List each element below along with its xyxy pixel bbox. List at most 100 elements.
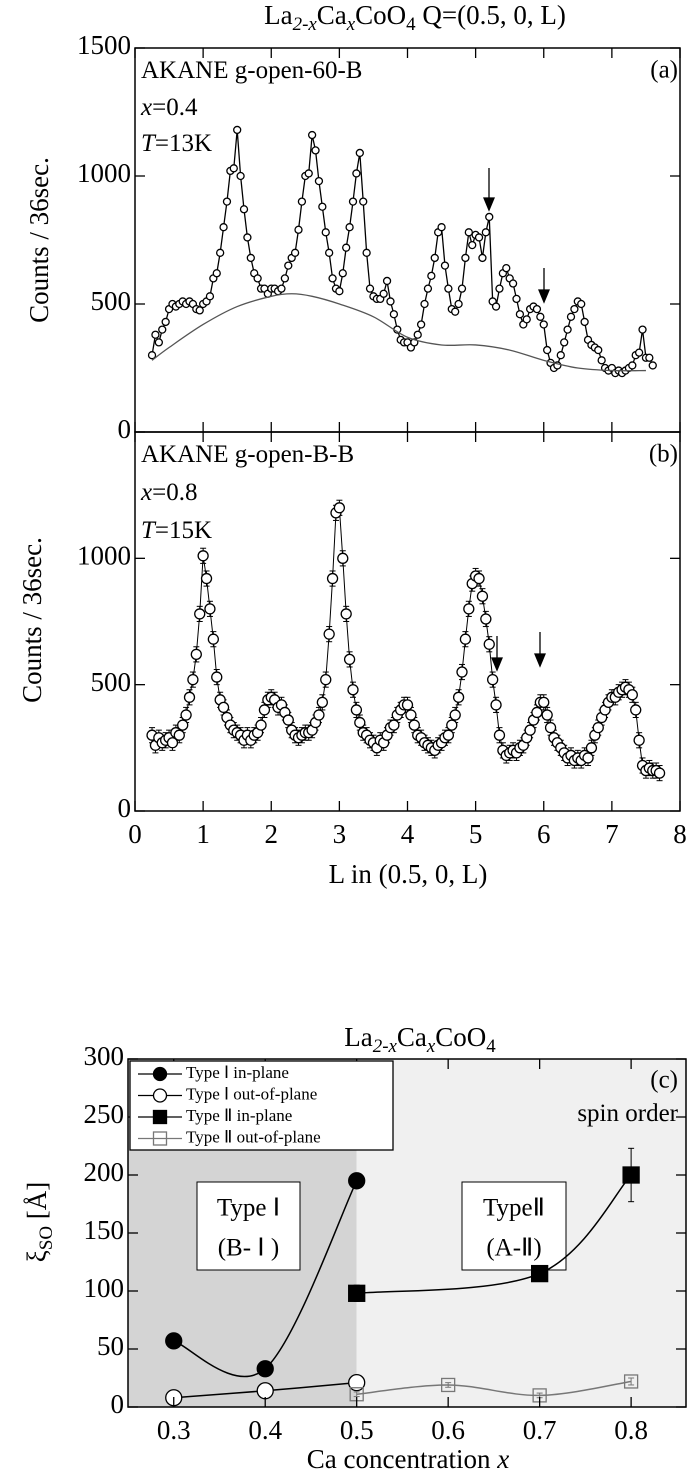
marker	[243, 233, 252, 242]
x-tick-label: 3	[333, 819, 347, 849]
marker	[446, 719, 458, 731]
marker	[539, 320, 548, 329]
plot-frame	[134, 431, 681, 812]
marker	[416, 320, 426, 329]
y-tick-label: 100	[84, 1273, 125, 1303]
marker	[480, 613, 492, 625]
legend-marker	[152, 1131, 168, 1146]
x-axis-label: Ca concentration x	[307, 1444, 509, 1474]
marker	[487, 673, 499, 686]
legend-label: Type Ⅰ in-plane	[186, 1063, 289, 1082]
marker	[628, 361, 637, 370]
y-tick-label: 1000	[77, 541, 131, 571]
text-part: SO	[36, 1226, 57, 1250]
marker	[502, 264, 511, 273]
marker	[633, 734, 645, 746]
marker	[648, 361, 657, 370]
marker	[464, 228, 473, 237]
marker	[454, 299, 463, 309]
marker	[457, 284, 467, 293]
marker	[634, 348, 644, 357]
y-tick-label: 1000	[77, 158, 131, 188]
marker	[362, 248, 371, 257]
marker	[430, 253, 439, 263]
annotation: spin order	[577, 1100, 678, 1127]
marker	[187, 673, 199, 686]
marker	[522, 315, 531, 324]
x-tick-label: 0.3	[157, 1415, 191, 1445]
series-line	[151, 293, 646, 372]
marker	[323, 628, 335, 640]
y-tick-label: 1500	[77, 30, 131, 60]
text-part: 2-x	[373, 1036, 398, 1057]
marker	[256, 1360, 274, 1378]
marker	[638, 325, 647, 334]
x-axis-label: L in (0.5, 0, L)	[329, 859, 488, 889]
text-part: 4	[486, 1036, 496, 1057]
marker	[177, 719, 189, 731]
marker	[405, 709, 417, 721]
marker	[158, 325, 167, 334]
title: La2-xCaxCoO4	[344, 1022, 496, 1057]
marker	[236, 171, 245, 181]
marker	[570, 304, 579, 314]
marker	[151, 330, 160, 339]
title: La2-xCaxCoO4 Q=(0.5, 0, L)	[264, 0, 566, 35]
marker	[463, 603, 475, 615]
x-tick-label: 0.7	[523, 1415, 557, 1445]
marker	[147, 351, 157, 360]
marker	[473, 572, 485, 585]
x-tick-label: 0	[128, 819, 142, 849]
text-part: La	[264, 0, 292, 30]
marker	[476, 590, 489, 602]
y-tick-label: 200	[84, 1157, 125, 1187]
marker	[536, 312, 545, 321]
marker	[161, 317, 170, 327]
marker	[427, 271, 436, 280]
marker	[355, 148, 364, 158]
marker	[495, 284, 504, 293]
marker	[423, 284, 433, 293]
marker	[347, 684, 359, 696]
annotation: x=0.8	[140, 479, 197, 506]
marker	[478, 253, 487, 263]
annotation: AKANE g-open-B-B	[141, 441, 354, 468]
marker	[413, 330, 422, 339]
marker	[401, 699, 414, 711]
x-tick-label: 5	[469, 819, 483, 849]
marker	[154, 338, 163, 347]
x-tick-label: 0.8	[614, 1415, 648, 1445]
marker	[180, 709, 192, 721]
marker	[626, 689, 638, 701]
marker	[491, 302, 501, 311]
marker	[340, 608, 352, 620]
marker	[200, 572, 213, 585]
marker	[321, 228, 330, 237]
marker	[532, 304, 542, 314]
marker	[216, 248, 225, 257]
y-tick-label: 250	[84, 1099, 125, 1129]
marker	[253, 274, 262, 283]
marker	[173, 729, 185, 741]
marker	[442, 729, 455, 741]
panel-label: (c)	[650, 1067, 678, 1094]
arrow-head	[483, 197, 495, 212]
marker	[217, 701, 230, 714]
marker	[352, 169, 361, 178]
marker	[337, 552, 349, 564]
arrow-head	[538, 289, 550, 304]
marker	[481, 228, 490, 237]
marker	[255, 719, 267, 731]
marker	[437, 223, 446, 232]
y-tick-label: 0	[111, 1389, 125, 1419]
legend-marker	[152, 1066, 168, 1082]
marker	[449, 709, 461, 721]
marker	[338, 269, 347, 278]
marker	[468, 240, 477, 250]
marker	[229, 164, 238, 173]
marker	[335, 287, 344, 296]
marker	[452, 691, 465, 703]
marker	[359, 197, 368, 206]
